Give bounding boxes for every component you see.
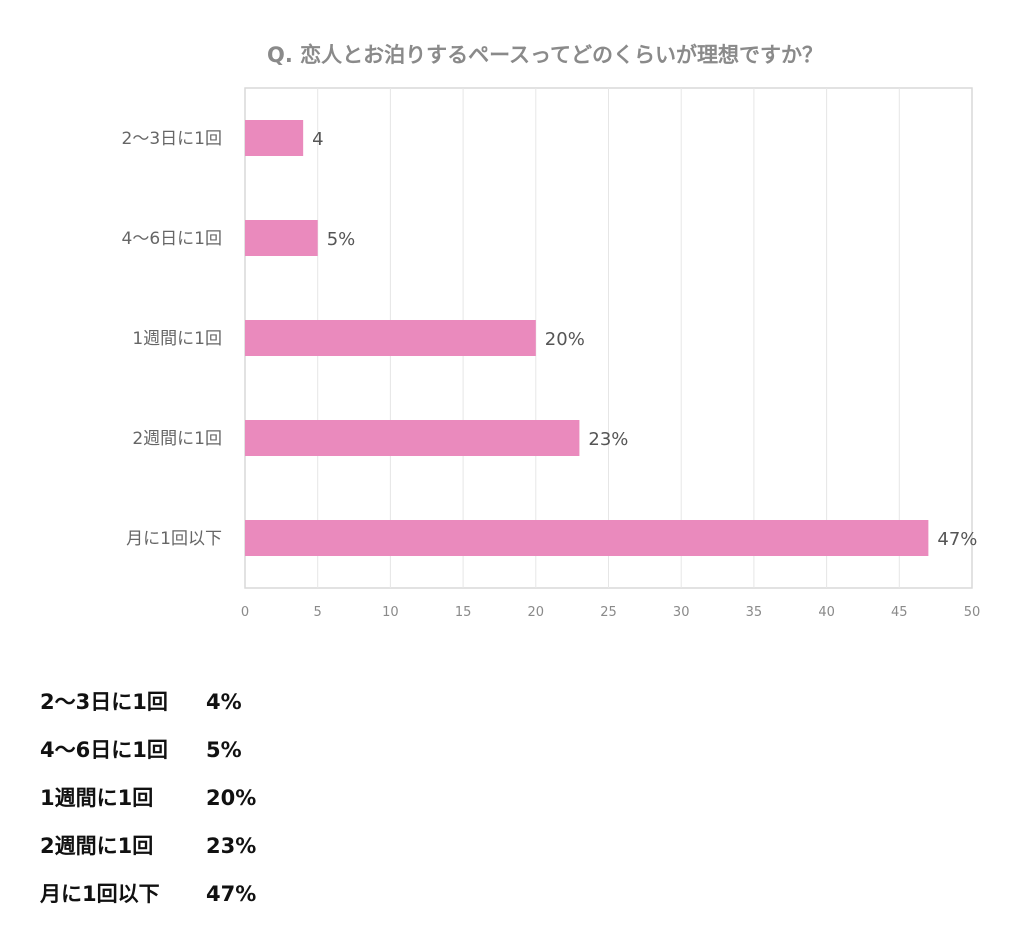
- summary-value: 20%: [206, 786, 257, 810]
- x-tick-label: 10: [382, 605, 399, 620]
- bar-chart: Q. 恋人とお泊りするペースってどのくらいが理想ですか？ 4 5% 20% 23% 47…: [122, 43, 981, 620]
- chart-title: Q. 恋人とお泊りするペースってどのくらいが理想ですか？: [267, 43, 823, 67]
- summary-label: 2〜3日に1回: [40, 690, 168, 714]
- x-tick-label: 25: [600, 605, 617, 620]
- bar-data-label: 4: [312, 129, 323, 150]
- x-tick-label: 30: [673, 605, 690, 620]
- summary-label: 1週間に1回: [40, 786, 154, 810]
- summary-label: 2週間に1回: [40, 834, 154, 858]
- axes: 0 5 10 15 20 25 30 35 40 45 50 2〜3日に1回 4〜6日に1回 1週間に1回…: [122, 129, 981, 620]
- bar-data-label: 5%: [327, 229, 356, 250]
- x-tick-label: 35: [746, 605, 763, 620]
- summary-item: 4〜6日に1回 5%: [40, 732, 256, 780]
- bar: [245, 420, 580, 456]
- bar: [245, 120, 304, 156]
- bars: 4 5% 20% 23% 47%: [245, 120, 977, 556]
- y-category-label: 4〜6日に1回: [122, 229, 222, 249]
- x-tick-label: 5: [314, 605, 322, 620]
- bar-data-label: 47%: [937, 529, 977, 550]
- bar-data-label: 20%: [545, 329, 585, 350]
- x-tick-label: 15: [455, 605, 472, 620]
- x-tick-label: 20: [528, 605, 545, 620]
- y-category-label: 2週間に1回: [132, 429, 222, 449]
- y-category-label: 2〜3日に1回: [122, 129, 222, 149]
- bar-data-label: 23%: [588, 429, 628, 450]
- summary-value: 5%: [206, 738, 242, 762]
- summary-list: 2〜3日に1回 4% 4〜6日に1回 5% 1週間に1回 20% 2週間に1回 23% 月に1回…: [40, 684, 256, 924]
- summary-label: 4〜6日に1回: [40, 738, 168, 762]
- x-tick-label: 45: [891, 605, 908, 620]
- y-category-label: 1週間に1回: [132, 329, 222, 349]
- summary-label: 月に1回以下: [40, 882, 160, 906]
- summary-item: 2週間に1回 23%: [40, 828, 256, 876]
- summary-item: 1週間に1回 20%: [40, 780, 256, 828]
- summary-value: 47%: [206, 882, 257, 906]
- summary-item: 月に1回以下 47%: [40, 876, 256, 924]
- gridlines: [317, 88, 900, 588]
- summary-value: 23%: [206, 834, 257, 858]
- x-tick-label: 40: [818, 605, 835, 620]
- summary-value: 4%: [206, 690, 242, 714]
- bar: [245, 220, 318, 256]
- y-category-label: 月に1回以下: [126, 529, 222, 549]
- x-tick-label: 50: [964, 605, 981, 620]
- summary-item: 2〜3日に1回 4%: [40, 684, 256, 732]
- bar: [245, 320, 536, 356]
- x-tick-label: 0: [241, 605, 249, 620]
- bar: [245, 520, 929, 556]
